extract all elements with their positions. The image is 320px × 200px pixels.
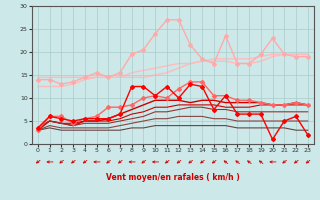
X-axis label: Vent moyen/en rafales ( km/h ): Vent moyen/en rafales ( km/h ): [106, 173, 240, 182]
